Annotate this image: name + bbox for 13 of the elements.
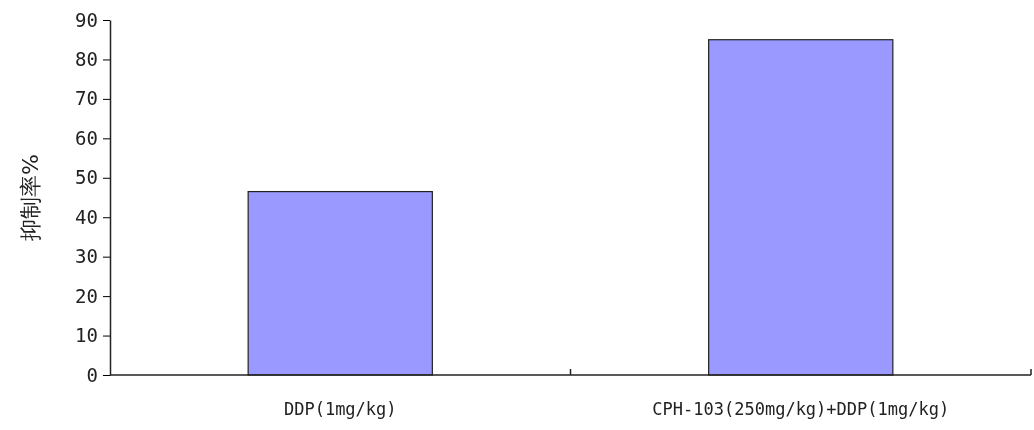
y-tick-label: 10: [75, 324, 98, 347]
y-tick-label: 70: [75, 87, 98, 110]
y-tick-label: 80: [75, 48, 98, 71]
y-tick-label: 0: [86, 363, 98, 386]
y-tick-label: 30: [75, 245, 98, 268]
y-tick-label: 20: [75, 284, 98, 307]
y-tick-label: 60: [75, 126, 98, 149]
x-tick-label: DDP(1mg/kg): [283, 399, 397, 419]
y-tick-label: 50: [75, 166, 98, 189]
y-axis-title: 抑制率%: [18, 154, 43, 241]
y-tick-label: 90: [75, 8, 98, 31]
y-tick-label: 40: [75, 205, 98, 228]
x-tick-label: CPH-103(250mg/kg)+DDP(1mg/kg): [652, 399, 950, 419]
